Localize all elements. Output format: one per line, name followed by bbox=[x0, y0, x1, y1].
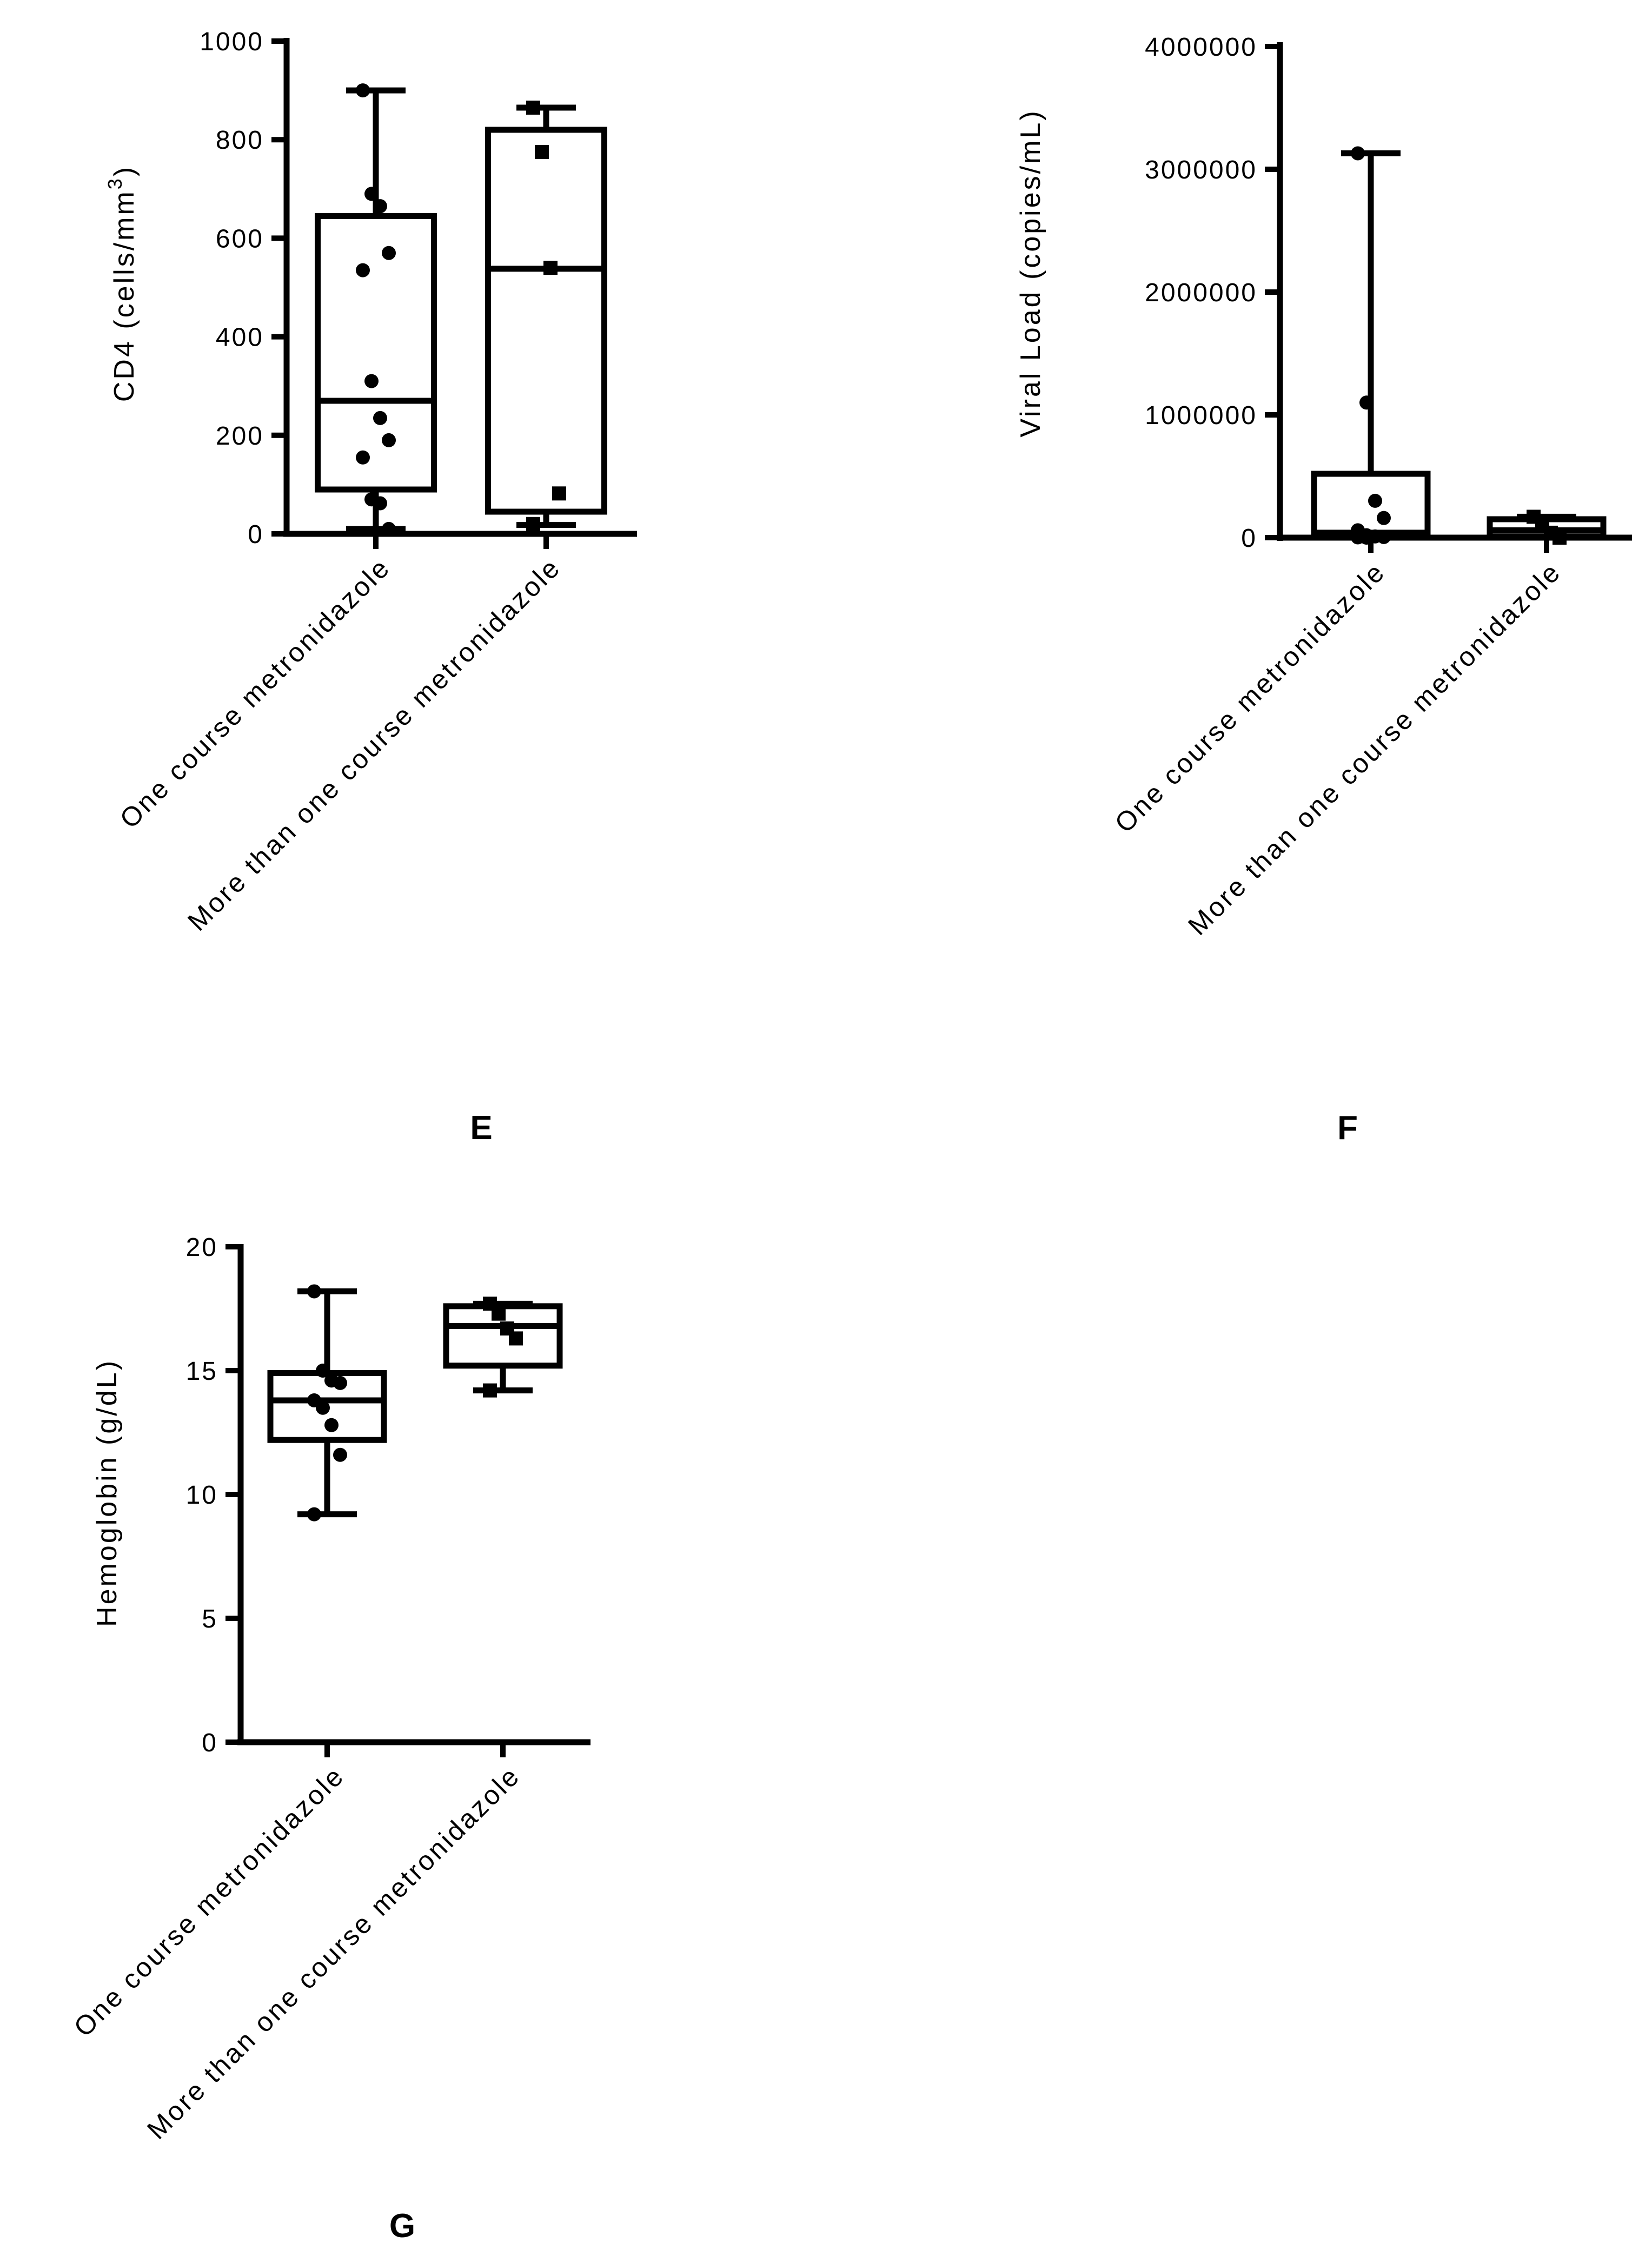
viral-load-y-tick-label: 0 bbox=[1241, 524, 1257, 553]
viral-load-y-tick-label: 3000000 bbox=[1145, 156, 1257, 184]
hemoglobin-category-label-1: One course metronidazole bbox=[68, 1760, 350, 2042]
hemoglobin-y-tick-label: 0 bbox=[202, 1729, 218, 1757]
hemoglobin-y-tick-label: 5 bbox=[202, 1605, 218, 1633]
hemoglobin-data-points bbox=[307, 1284, 523, 1522]
cd4-point-circle bbox=[382, 433, 396, 447]
hemoglobin-point-circle bbox=[307, 1507, 321, 1522]
hemoglobin-point-circle bbox=[316, 1364, 330, 1378]
viral-load-boxplot-panel: 0 1000000 2000000 3000000 4000000 Viral Load… bbox=[1015, 33, 1632, 1147]
hemoglobin-y-tick-label: 10 bbox=[186, 1481, 218, 1510]
hemoglobin-point-circle bbox=[324, 1418, 339, 1432]
cd4-y-tick-label: 400 bbox=[216, 323, 264, 352]
cd4-boxplot-panel: 0 200 400 600 800 1000 CD4 (cells/mm3) One co… bbox=[104, 28, 637, 1147]
cd4-point-square bbox=[552, 486, 566, 501]
cd4-category-label-1: One course metronidazole bbox=[114, 552, 396, 834]
viral-load-point-circle bbox=[1359, 395, 1374, 410]
hemoglobin-y-ticks: 0 5 10 15 20 bbox=[186, 1233, 241, 1757]
viral-load-y-ticks: 0 1000000 2000000 3000000 4000000 bbox=[1145, 33, 1280, 553]
cd4-y-tick-label: 800 bbox=[216, 126, 264, 155]
cd4-point-circle bbox=[382, 246, 396, 260]
hemoglobin-y-axis-label: Hemoglobin (g/dL) bbox=[91, 1359, 123, 1627]
cd4-point-square bbox=[526, 517, 540, 531]
viral-load-y-tick-label: 2000000 bbox=[1145, 279, 1257, 307]
cd4-point-circle bbox=[373, 199, 387, 214]
viral-load-box-1 bbox=[1311, 150, 1431, 541]
viral-load-point-circle bbox=[1377, 511, 1391, 525]
cd4-point-square bbox=[526, 100, 540, 115]
panel-label-g: G bbox=[389, 2207, 415, 2245]
interquartile-box bbox=[485, 127, 607, 515]
cd4-data-points bbox=[356, 83, 566, 536]
hemoglobin-y-tick-label: 15 bbox=[186, 1357, 218, 1386]
hemoglobin-point-circle bbox=[333, 1375, 347, 1390]
viral-load-y-tick-label: 4000000 bbox=[1145, 33, 1257, 62]
cd4-point-square bbox=[543, 261, 558, 275]
viral-load-point-circle bbox=[1351, 146, 1365, 161]
hemoglobin-point-circle bbox=[333, 1447, 347, 1462]
hemoglobin-category-label-2: More than one course metronidazole bbox=[141, 1760, 526, 2145]
cd4-y-ticks: 0 200 400 600 800 1000 bbox=[200, 28, 287, 549]
cd4-x-ticks bbox=[373, 534, 549, 549]
cd4-box-1 bbox=[315, 87, 437, 532]
cd4-point-circle bbox=[364, 187, 379, 201]
panel-label-f: F bbox=[1337, 1109, 1358, 1147]
viral-load-boxes bbox=[1311, 150, 1607, 541]
viral-load-x-ticks bbox=[1368, 538, 1549, 553]
hemoglobin-y-tick-label: 20 bbox=[186, 1233, 218, 1262]
hemoglobin-point-circle bbox=[307, 1284, 321, 1299]
cd4-y-tick-label: 600 bbox=[216, 224, 264, 253]
cd4-y-axis-label: CD4 (cells/mm3) bbox=[104, 165, 140, 402]
cd4-point-circle bbox=[356, 263, 370, 277]
cd4-point-circle bbox=[356, 83, 370, 98]
cd4-point-square bbox=[535, 144, 549, 159]
viral-load-category-label-2: More than one course metronidazole bbox=[1182, 556, 1567, 941]
interquartile-box bbox=[315, 213, 437, 493]
cd4-point-circle bbox=[364, 374, 379, 388]
cd4-point-circle bbox=[356, 450, 370, 465]
cd4-point-circle bbox=[373, 496, 387, 511]
hemoglobin-point-circle bbox=[316, 1400, 330, 1415]
viral-load-y-tick-label: 1000000 bbox=[1145, 401, 1257, 430]
panel-label-e: E bbox=[470, 1109, 492, 1147]
hemoglobin-point-square bbox=[509, 1331, 523, 1346]
cd4-box-2 bbox=[485, 104, 607, 528]
hemoglobin-x-ticks bbox=[324, 1742, 506, 1757]
hemoglobin-point-square bbox=[492, 1306, 506, 1321]
cd4-point-circle bbox=[373, 411, 387, 425]
cd4-y-tick-label: 1000 bbox=[200, 28, 264, 56]
viral-load-category-label-1: One course metronidazole bbox=[1109, 556, 1391, 838]
viral-load-y-axis-label: Viral Load (copies/mL) bbox=[1015, 109, 1046, 437]
viral-load-point-circle bbox=[1368, 493, 1382, 508]
cd4-category-label-2: More than one course metronidazole bbox=[182, 552, 567, 937]
hemoglobin-boxplot-panel: 0 5 10 15 20 Hemoglobin (g/dL) One course me… bbox=[68, 1233, 591, 2245]
cd4-y-tick-label: 0 bbox=[248, 520, 264, 549]
hemoglobin-point-square bbox=[483, 1383, 497, 1398]
cd4-y-tick-label: 200 bbox=[216, 422, 264, 451]
